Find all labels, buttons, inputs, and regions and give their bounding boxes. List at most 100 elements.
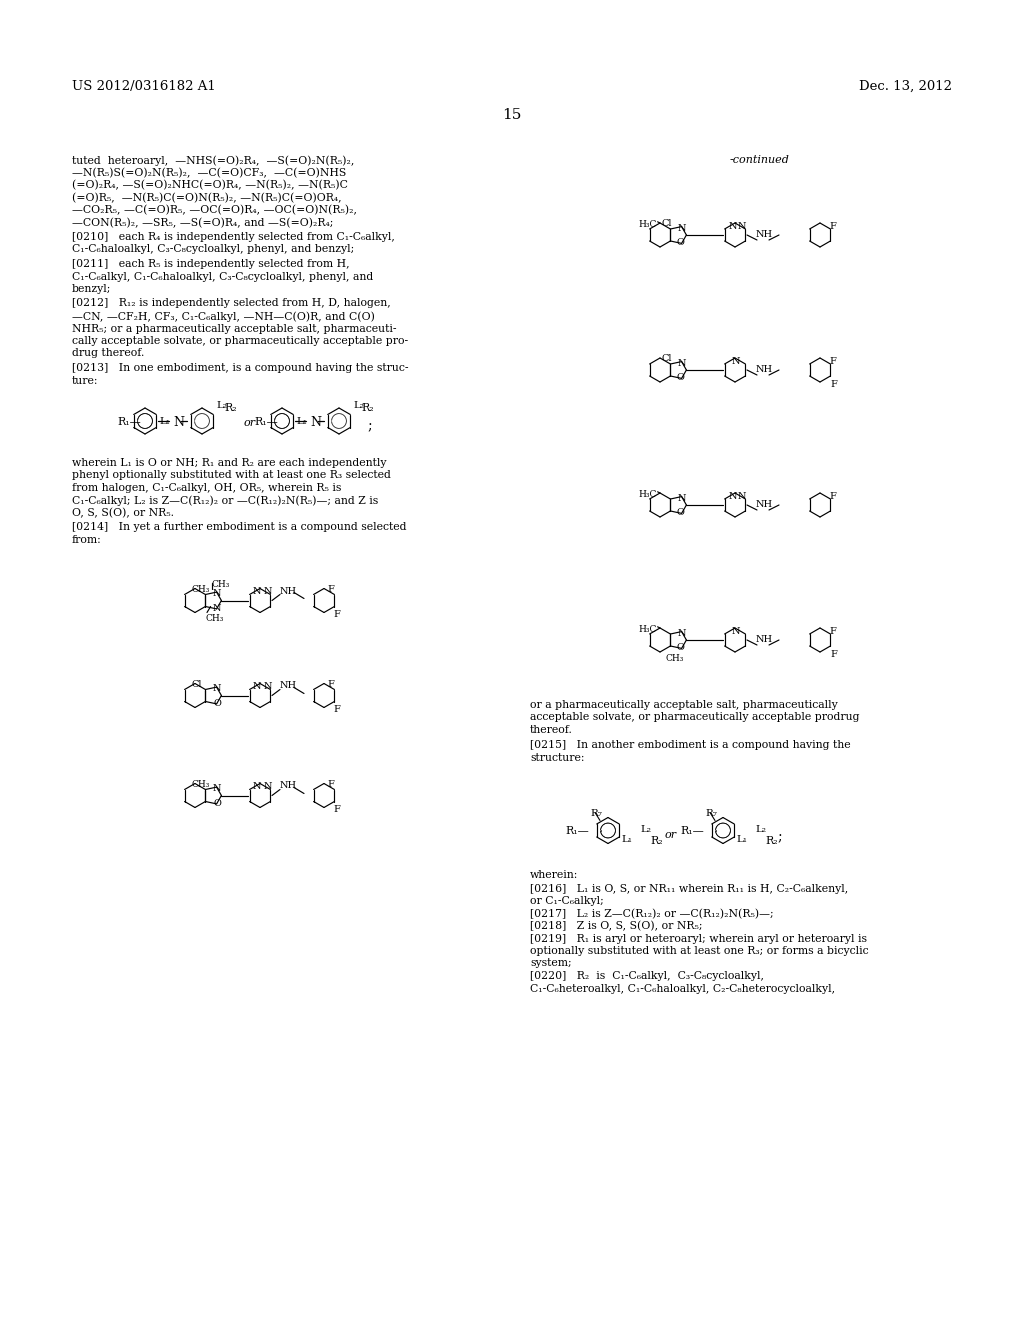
Text: H₃C: H₃C	[638, 624, 656, 634]
Text: O: O	[213, 700, 221, 708]
Text: -continued: -continued	[730, 154, 790, 165]
Text: 15: 15	[503, 108, 521, 121]
Text: cally acceptable solvate, or pharmaceutically acceptable pro-: cally acceptable solvate, or pharmaceuti…	[72, 337, 409, 346]
Text: from halogen, C₁-C₆alkyl, OH, OR₅, wherein R₅ is: from halogen, C₁-C₆alkyl, OH, OR₅, where…	[72, 483, 341, 492]
Text: R₂: R₂	[650, 836, 663, 846]
Text: L₂: L₂	[216, 401, 227, 411]
Text: R₁—: R₁—	[680, 825, 703, 836]
Text: F: F	[830, 380, 838, 388]
Text: N: N	[213, 684, 221, 693]
Text: (=O)R₅,  —N(R₅)C(=O)N(R₅)₂, —N(R₅)C(=O)OR₄,: (=O)R₅, —N(R₅)C(=O)N(R₅)₂, —N(R₅)C(=O)OR…	[72, 193, 342, 203]
Text: O: O	[677, 238, 685, 247]
Text: drug thereof.: drug thereof.	[72, 348, 144, 359]
Text: —CO₂R₅, —C(=O)R₅, —OC(=O)R₄, —OC(=O)N(R₅)₂,: —CO₂R₅, —C(=O)R₅, —OC(=O)R₄, —OC(=O)N(R₅…	[72, 205, 357, 215]
Text: ;: ;	[367, 418, 372, 433]
Text: or C₁-C₆alkyl;: or C₁-C₆alkyl;	[530, 896, 604, 906]
Text: F: F	[334, 610, 340, 619]
Text: O: O	[677, 508, 685, 517]
Text: R₁—: R₁—	[254, 417, 278, 426]
Text: N: N	[263, 682, 272, 692]
Text: ture:: ture:	[72, 375, 98, 385]
Text: N: N	[678, 359, 686, 368]
Text: F: F	[829, 222, 837, 231]
Text: N: N	[253, 783, 261, 791]
Text: N: N	[678, 630, 686, 638]
Text: O: O	[677, 374, 685, 381]
Text: —N(R₅)S(=O)₂N(R₅)₂,  —C(=O)CF₃,  —C(=O)NHS: —N(R₅)S(=O)₂N(R₅)₂, —C(=O)CF₃, —C(=O)NHS	[72, 168, 346, 178]
Text: N: N	[213, 605, 221, 612]
Text: —CON(R₅)₂, —SR₅, —S(=O)R₄, and —S(=O)₂R₄;: —CON(R₅)₂, —SR₅, —S(=O)R₄, and —S(=O)₂R₄…	[72, 218, 334, 228]
Text: F: F	[829, 492, 837, 500]
Text: R₂: R₂	[361, 403, 374, 413]
Text: [0219]   R₁ is aryl or heteroaryl; wherein aryl or heteroaryl is: [0219] R₁ is aryl or heteroaryl; wherein…	[530, 933, 867, 944]
Text: F: F	[830, 649, 838, 659]
Text: acceptable solvate, or pharmaceutically acceptable prodrug: acceptable solvate, or pharmaceutically …	[530, 713, 859, 722]
Text: structure:: structure:	[530, 752, 585, 763]
Text: NH: NH	[756, 635, 773, 644]
Text: Dec. 13, 2012: Dec. 13, 2012	[859, 81, 952, 92]
Text: NH: NH	[280, 681, 297, 690]
Text: optionally substituted with at least one R₃; or forms a bicyclic: optionally substituted with at least one…	[530, 946, 868, 956]
Text: F: F	[328, 680, 335, 689]
Text: F: F	[334, 705, 340, 714]
Text: Cl: Cl	[191, 680, 202, 689]
Text: wherein L₁ is O or NH; R₁ and R₂ are each independently: wherein L₁ is O or NH; R₁ and R₂ are eac…	[72, 458, 386, 469]
Text: F: F	[334, 805, 340, 814]
Text: F: F	[829, 356, 837, 366]
Text: NH: NH	[756, 500, 773, 510]
Text: N: N	[737, 222, 745, 231]
Text: R₁—: R₁—	[565, 825, 589, 836]
Text: N: N	[253, 587, 261, 597]
Text: L₂: L₂	[353, 401, 364, 411]
Text: NH: NH	[756, 230, 773, 239]
Text: ;: ;	[777, 830, 781, 845]
Text: H₃C: H₃C	[638, 490, 656, 499]
Text: N: N	[731, 627, 740, 636]
Text: N: N	[310, 416, 321, 429]
Text: L₁: L₁	[736, 836, 746, 845]
Text: tuted  heteroaryl,  —NHS(=O)₂R₄,  —S(=O)₂N(R₅)₂,: tuted heteroaryl, —NHS(=O)₂R₄, —S(=O)₂N(…	[72, 154, 354, 165]
Text: F: F	[328, 780, 335, 789]
Text: NHR₅; or a pharmaceutically acceptable salt, pharmaceuti-: NHR₅; or a pharmaceutically acceptable s…	[72, 323, 396, 334]
Text: [0210]   each R₄ is independently selected from C₁-C₆alkyl,: [0210] each R₄ is independently selected…	[72, 232, 395, 242]
Text: L₁: L₁	[296, 417, 307, 426]
Text: CH₃: CH₃	[666, 655, 684, 664]
Text: N: N	[263, 587, 272, 597]
Text: N: N	[213, 589, 221, 598]
Text: N: N	[737, 492, 745, 500]
Text: wherein:: wherein:	[530, 870, 579, 880]
Text: CH₃: CH₃	[191, 585, 210, 594]
Text: Cl: Cl	[662, 354, 673, 363]
Text: O: O	[677, 643, 685, 652]
Text: C₁-C₆alkyl; L₂ is Z—C(R₁₂)₂ or —C(R₁₂)₂N(R₅)—; and Z is: C₁-C₆alkyl; L₂ is Z—C(R₁₂)₂ or —C(R₁₂)₂N…	[72, 495, 378, 506]
Text: R₂: R₂	[765, 836, 777, 846]
Text: CH₃: CH₃	[191, 780, 210, 789]
Text: or: or	[665, 830, 677, 841]
Text: (=O)₂R₄, —S(=O)₂NHC(=O)R₄, —N(R₅)₂, —N(R₅)C: (=O)₂R₄, —S(=O)₂NHC(=O)R₄, —N(R₅)₂, —N(R…	[72, 180, 348, 190]
Text: or: or	[244, 418, 256, 428]
Text: [0214]   In yet a further embodiment is a compound selected: [0214] In yet a further embodiment is a …	[72, 523, 407, 532]
Text: system;: system;	[530, 958, 571, 969]
Text: [0217]   L₂ is Z—C(R₁₂)₂ or —C(R₁₂)₂N(R₅)—;: [0217] L₂ is Z—C(R₁₂)₂ or —C(R₁₂)₂N(R₅)—…	[530, 908, 773, 919]
Text: [0220]   R₂  is  C₁-C₆alkyl,  C₃-C₈cycloalkyl,: [0220] R₂ is C₁-C₆alkyl, C₃-C₈cycloalkyl…	[530, 972, 764, 981]
Text: N: N	[729, 222, 737, 231]
Text: Cl: Cl	[662, 219, 673, 228]
Text: CH₃: CH₃	[211, 579, 229, 589]
Text: N: N	[678, 224, 686, 234]
Text: [0211]   each R₅ is independently selected from H,: [0211] each R₅ is independently selected…	[72, 259, 349, 269]
Text: thereof.: thereof.	[530, 725, 572, 735]
Text: L₂: L₂	[640, 825, 651, 834]
Text: R₇: R₇	[705, 808, 717, 817]
Text: [0213]   In one embodiment, is a compound having the struc-: [0213] In one embodiment, is a compound …	[72, 363, 409, 374]
Text: N: N	[729, 492, 737, 500]
Text: L₁: L₁	[159, 417, 170, 426]
Text: N: N	[213, 784, 221, 793]
Text: or a pharmaceutically acceptable salt, pharmaceutically: or a pharmaceutically acceptable salt, p…	[530, 700, 838, 710]
Text: [0212]   R₁₂ is independently selected from H, D, halogen,: [0212] R₁₂ is independently selected fro…	[72, 298, 391, 309]
Text: C₁-C₆heteroalkyl, C₁-C₆haloalkyl, C₂-C₈heterocycloalkyl,: C₁-C₆heteroalkyl, C₁-C₆haloalkyl, C₂-C₈h…	[530, 983, 836, 994]
Text: H₃C: H₃C	[638, 220, 656, 228]
Text: F: F	[829, 627, 837, 636]
Text: NH: NH	[280, 586, 297, 595]
Text: C₁-C₆haloalkyl, C₃-C₈cycloalkyl, phenyl, and benzyl;: C₁-C₆haloalkyl, C₃-C₈cycloalkyl, phenyl,…	[72, 244, 354, 255]
Text: L₁: L₁	[621, 836, 632, 845]
